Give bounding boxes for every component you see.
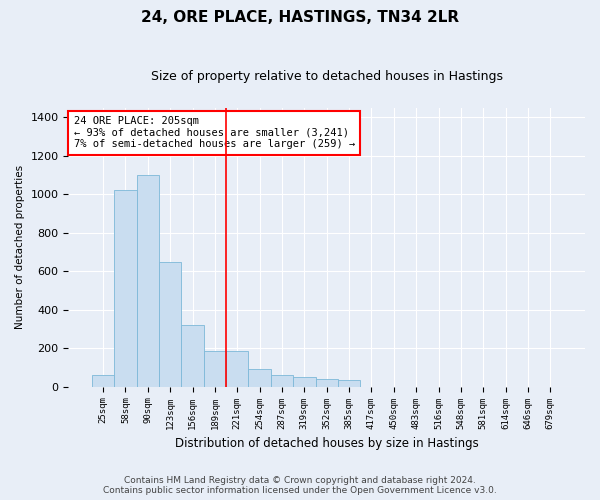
Bar bbox=[293, 377, 316, 386]
Text: 24, ORE PLACE, HASTINGS, TN34 2LR: 24, ORE PLACE, HASTINGS, TN34 2LR bbox=[141, 10, 459, 25]
Text: 24 ORE PLACE: 205sqm
← 93% of detached houses are smaller (3,241)
7% of semi-det: 24 ORE PLACE: 205sqm ← 93% of detached h… bbox=[74, 116, 355, 150]
X-axis label: Distribution of detached houses by size in Hastings: Distribution of detached houses by size … bbox=[175, 437, 479, 450]
Bar bbox=[316, 379, 338, 386]
Bar bbox=[92, 375, 114, 386]
Bar bbox=[338, 380, 360, 386]
Bar bbox=[271, 375, 293, 386]
Y-axis label: Number of detached properties: Number of detached properties bbox=[15, 165, 25, 330]
Text: Contains HM Land Registry data © Crown copyright and database right 2024.
Contai: Contains HM Land Registry data © Crown c… bbox=[103, 476, 497, 495]
Bar bbox=[181, 325, 204, 386]
Bar bbox=[137, 175, 159, 386]
Bar bbox=[204, 351, 226, 386]
Bar bbox=[248, 370, 271, 386]
Title: Size of property relative to detached houses in Hastings: Size of property relative to detached ho… bbox=[151, 70, 503, 83]
Bar bbox=[159, 262, 181, 386]
Bar bbox=[226, 351, 248, 386]
Bar bbox=[114, 190, 137, 386]
